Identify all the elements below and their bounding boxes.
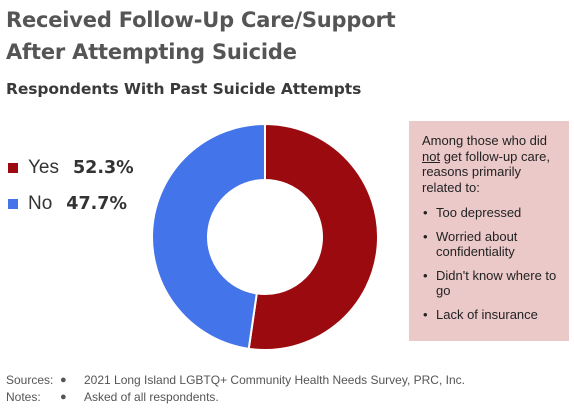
chart-title-line-2: After Attempting Suicide xyxy=(6,40,297,64)
reasons-callout: Among those who did not get follow-up ca… xyxy=(409,121,569,341)
legend-label-yes: Yes xyxy=(28,157,59,178)
legend-value-no: 47.7% xyxy=(66,194,128,214)
reason-item: Lack of insurance xyxy=(422,307,561,323)
footer-sources: Sources: ● 2021 Long Island LGBTQ+ Commu… xyxy=(6,371,465,388)
reasons-intro-pre: Among those who did xyxy=(422,133,548,148)
notes-text: Asked of all respondents. xyxy=(84,389,219,404)
legend-value-yes: 52.3% xyxy=(73,158,134,178)
legend-swatch-yes xyxy=(8,163,18,173)
legend-swatch-no xyxy=(8,199,18,209)
chart-title-line-1: Received Follow-Up Care/Support xyxy=(6,8,396,32)
sources-text: 2021 Long Island LGBTQ+ Community Health… xyxy=(84,372,465,387)
donut-slice-yes xyxy=(247,122,379,351)
reason-item: Worried about confidentiality xyxy=(422,229,561,260)
legend-item-no: No 47.7% xyxy=(8,186,134,222)
donut-slice-no xyxy=(151,122,266,350)
reason-item: Too depressed xyxy=(422,205,561,221)
chart-title: Received Follow-Up Care/Support After At… xyxy=(6,4,426,68)
reasons-intro-underlined: not xyxy=(422,148,441,164)
donut-chart xyxy=(151,122,379,351)
sources-label: Sources: xyxy=(6,372,54,387)
notes-label: Notes: xyxy=(6,389,41,404)
legend-label-no: No xyxy=(28,193,53,214)
reasons-intro-post: get follow-up care, reasons primarily re… xyxy=(422,148,550,195)
reasons-intro: Among those who did not get follow-up ca… xyxy=(422,133,561,195)
notes-bullet: ● xyxy=(60,390,67,403)
chart-subtitle: Respondents With Past Suicide Attempts xyxy=(6,80,362,98)
reason-item: Didn't know where to go xyxy=(422,268,561,299)
reasons-list: Too depressed Worried about confidential… xyxy=(422,205,561,322)
legend: Yes 52.3% No 47.7% xyxy=(8,150,134,222)
footer: Sources: ● 2021 Long Island LGBTQ+ Commu… xyxy=(6,371,465,405)
legend-item-yes: Yes 52.3% xyxy=(8,150,134,186)
footer-notes: Notes: ● Asked of all respondents. xyxy=(6,388,465,405)
sources-bullet: ● xyxy=(60,373,67,386)
